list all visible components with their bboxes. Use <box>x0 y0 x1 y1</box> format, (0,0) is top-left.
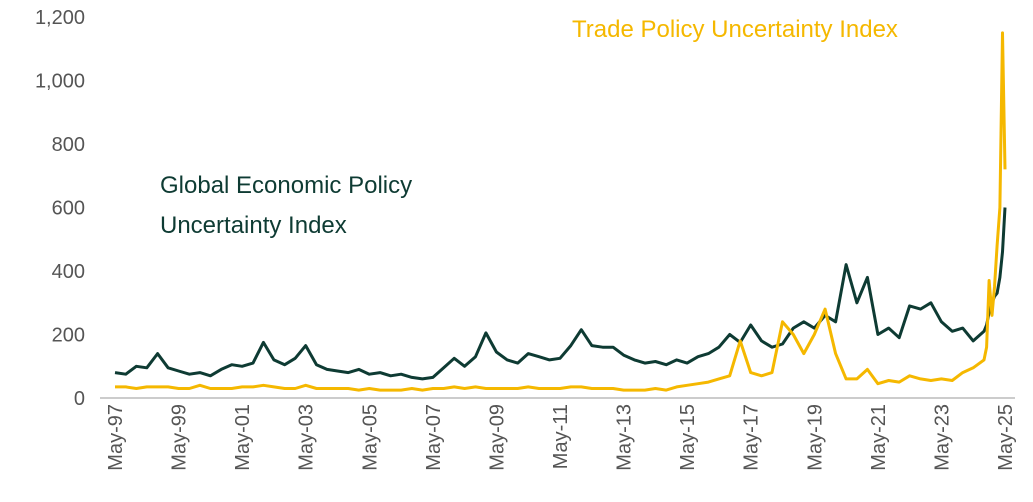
y-tick-label: 800 <box>52 134 85 156</box>
x-tick-label: May-17 <box>741 404 763 471</box>
x-tick-label: May-97 <box>105 404 127 471</box>
x-tick-label: May-03 <box>296 404 318 471</box>
series-label: Trade Policy Uncertainty Index <box>572 16 898 43</box>
series-label: Global Economic Policy Uncertainty Index <box>160 172 413 239</box>
series-line <box>115 31 1007 392</box>
x-tick-label: May-11 <box>550 404 572 469</box>
x-tick-label: May-13 <box>614 404 636 471</box>
x-tick-label: May-21 <box>868 404 890 471</box>
series-line <box>114 207 1007 381</box>
x-tick-label: May-19 <box>804 404 826 471</box>
x-tick-label: May-15 <box>677 404 699 471</box>
x-tick-label: May-99 <box>169 404 191 471</box>
y-tick-label: 1,000 <box>35 71 85 93</box>
y-tick-label: 0 <box>74 388 85 410</box>
y-tick-label: 600 <box>52 198 85 220</box>
x-tick-label: May-01 <box>232 404 254 471</box>
x-tick-label: May-09 <box>486 404 508 471</box>
x-tick-label: May-05 <box>359 404 381 471</box>
x-tick-label: May-07 <box>423 404 445 471</box>
y-tick-label: 400 <box>52 261 85 283</box>
y-tick-label: 1,200 <box>35 7 85 29</box>
x-tick-label: May-25 <box>995 404 1017 471</box>
y-tick-label: 200 <box>52 325 85 347</box>
x-tick-label: May-23 <box>931 404 953 471</box>
